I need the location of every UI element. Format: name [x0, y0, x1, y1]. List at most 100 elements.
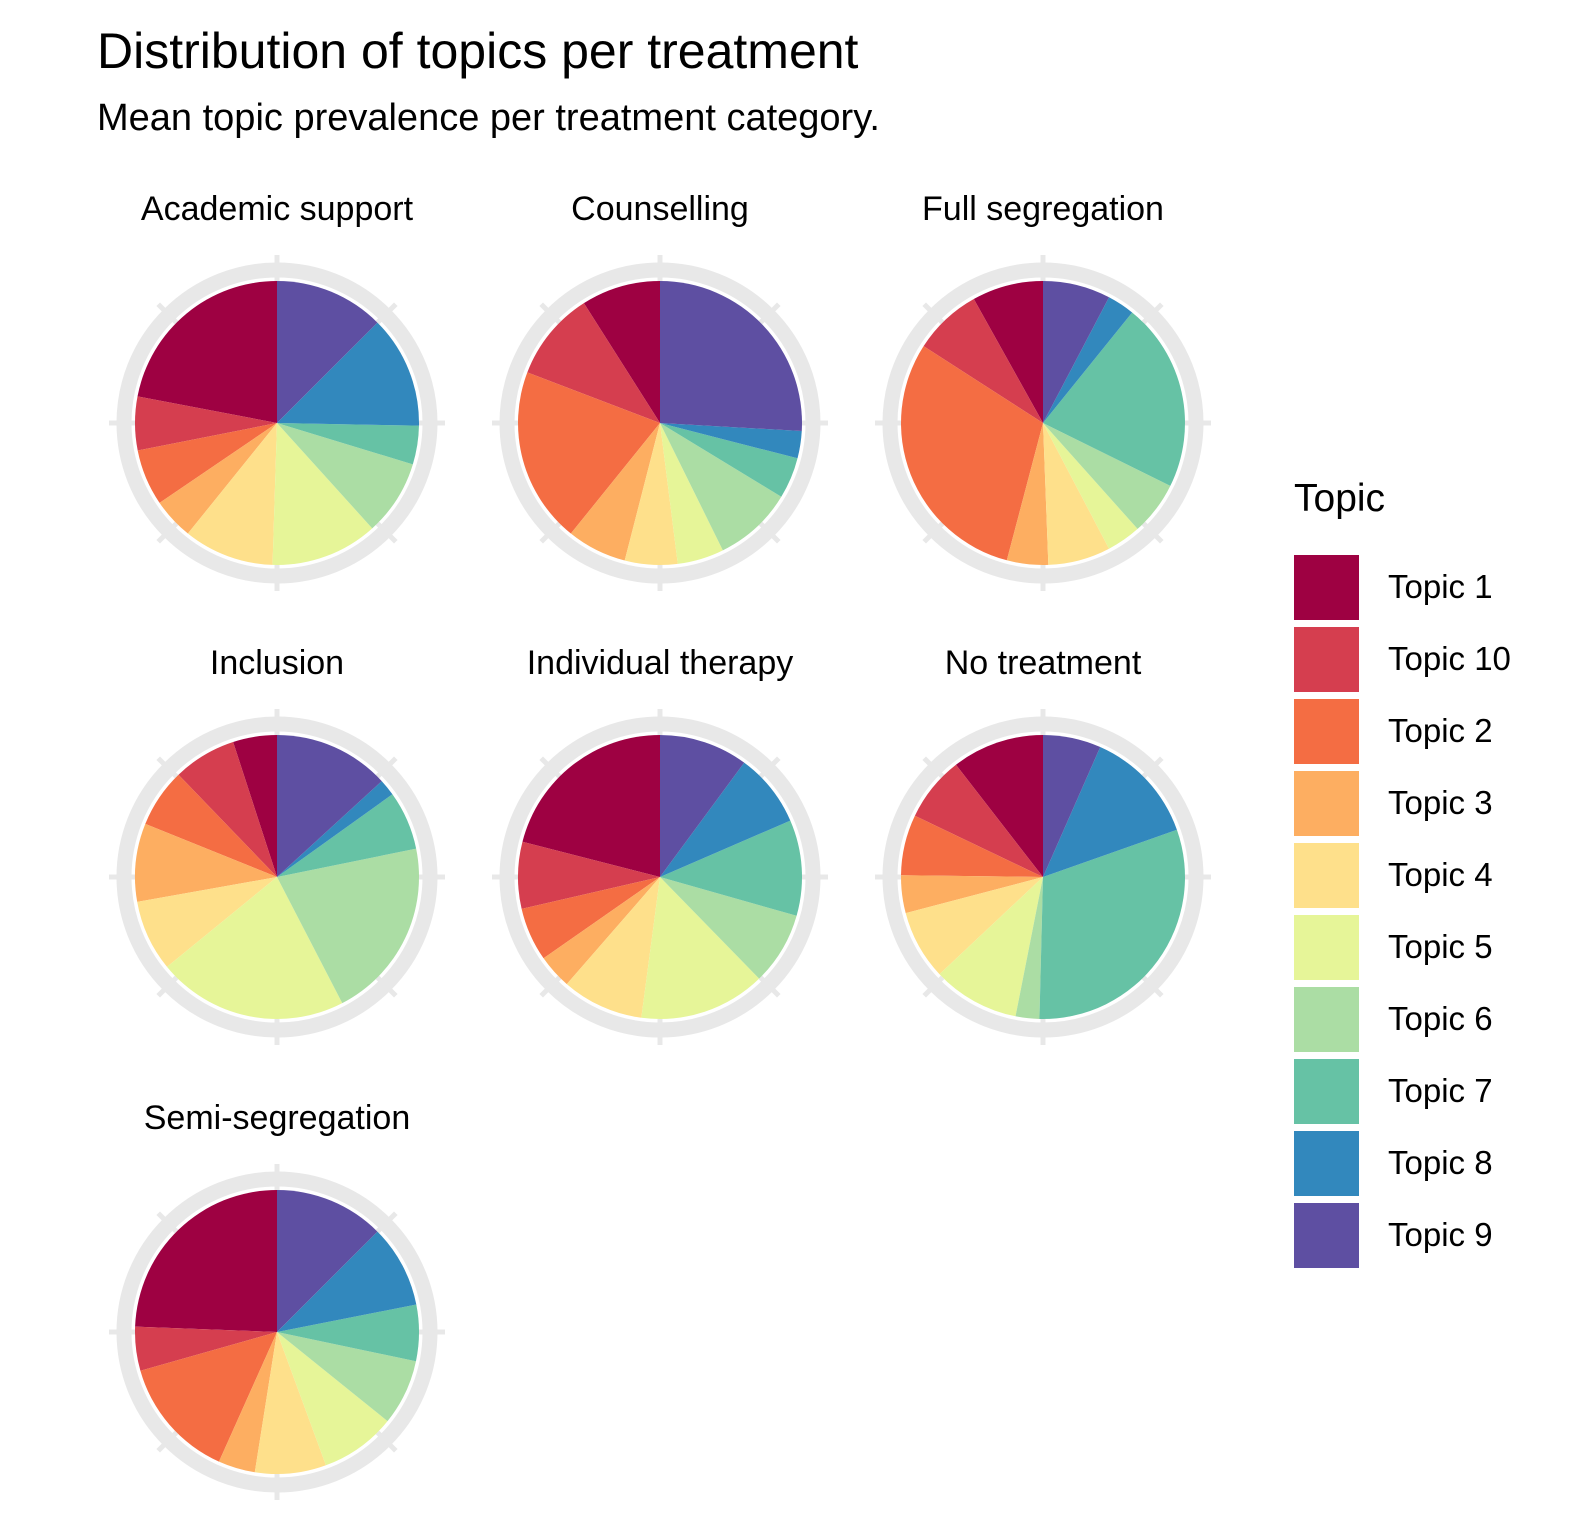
pie-slice-topic-8 — [1043, 747, 1177, 877]
plot-title: Distribution of topics per treatment — [97, 23, 859, 79]
facet-academic-support: Academic support — [87, 178, 467, 638]
pie-slice-topic-1 — [522, 735, 660, 877]
facet-title: Academic support — [140, 190, 414, 228]
pie-slice-topic-8 — [1043, 297, 1133, 423]
pie-slice-topic-10 — [134, 1326, 277, 1371]
pie-slice-topic-4 — [137, 877, 277, 967]
pie-slice-topic-9 — [277, 735, 382, 877]
legend-swatch-topic-1 — [1294, 554, 1359, 620]
legend-items: Topic 1 Topic 10 Topic 2 Topic 3 Topic 4 Topi… — [1294, 551, 1511, 1271]
pie-slice-topic-10 — [178, 741, 277, 877]
pie-slice-topic-9 — [1043, 735, 1101, 877]
facet-counselling: Counselling — [470, 178, 850, 638]
legend-swatch-topic-10 — [1294, 626, 1359, 692]
pie-slice-topic-5 — [272, 423, 373, 566]
facet-title: Counselling — [571, 190, 749, 228]
pie-slice-topic-5 — [641, 877, 760, 1020]
facet-no-treatment: No treatment — [853, 632, 1233, 1092]
pie-slice-topic-1 — [135, 1190, 277, 1332]
facet-title: Individual therapy — [526, 644, 794, 682]
pie-slice-topic-7 — [1039, 829, 1185, 1020]
legend-swatch-topic-3 — [1294, 770, 1359, 836]
polar-grid-ring — [116, 1171, 438, 1493]
pie-slice-topic-7 — [660, 423, 798, 497]
pie-slice-topic-6 — [277, 1332, 416, 1422]
facet-full-segregation: Full segregation — [853, 178, 1233, 638]
pie-slice-topic-2 — [521, 877, 660, 959]
pie-slice-topic-8 — [277, 322, 419, 426]
legend-item-topic-3: Topic 3 — [1294, 767, 1511, 839]
polar-grid-ring — [882, 716, 1204, 1038]
pie-slice-topic-3 — [159, 423, 277, 534]
pie-slice-topic-9 — [1043, 281, 1110, 423]
pie-chart-inclusion — [109, 709, 445, 1045]
pie-slice-topic-1 — [137, 281, 277, 423]
legend-label: Topic 2 — [1388, 712, 1493, 749]
pie-slice-topic-3 — [134, 823, 277, 902]
legend-label: Topic 7 — [1388, 1072, 1493, 1109]
polar-grid-ring — [499, 262, 821, 584]
legend-item-topic-5: Topic 5 — [1294, 911, 1511, 983]
pie-slice-topic-10 — [518, 841, 660, 909]
pie-slice-topic-10 — [135, 396, 277, 451]
legend-label: Topic 3 — [1388, 784, 1493, 821]
pie-slice-topic-8 — [660, 423, 802, 459]
legend-item-topic-7: Topic 7 — [1294, 1055, 1511, 1127]
pie-chart-semi-segregation — [109, 1164, 445, 1500]
pie-slice-topic-9 — [660, 281, 802, 432]
legend-label: Topic 6 — [1388, 1000, 1493, 1037]
pie-slice-topic-1 — [955, 735, 1043, 877]
pie-slice-topic-3 — [543, 877, 660, 985]
legend-swatch-topic-6 — [1294, 986, 1359, 1052]
pie-slice-topic-5 — [939, 877, 1043, 1017]
legend-item-topic-6: Topic 6 — [1294, 983, 1511, 1055]
legend-item-topic-10: Topic 10 — [1294, 623, 1511, 695]
facet-individual-therapy: Individual therapy — [470, 632, 850, 1092]
pie-slice-topic-6 — [1015, 877, 1043, 1019]
pie-chart-counselling — [492, 255, 828, 591]
polar-grid-ring — [116, 262, 438, 584]
pie-slice-topic-6 — [660, 423, 782, 551]
pie-slice-topic-4 — [905, 877, 1043, 975]
legend-title: Topic — [1294, 477, 1386, 520]
pie-slice-topic-6 — [277, 423, 413, 529]
pie-slice-topic-9 — [660, 735, 745, 877]
legend-swatch-topic-2 — [1294, 698, 1359, 764]
pie-slice-topic-9 — [277, 281, 378, 423]
pie-slice-topic-2 — [145, 774, 277, 877]
legend-swatch-topic-7 — [1294, 1058, 1359, 1124]
pie-slice-topic-3 — [1006, 423, 1049, 566]
legend-label: Topic 4 — [1388, 856, 1493, 893]
pie-slice-topic-7 — [277, 1304, 419, 1362]
pie-slice-topic-8 — [660, 762, 791, 877]
pie-slice-topic-9 — [277, 1190, 378, 1332]
legend-label: Topic 1 — [1388, 568, 1493, 605]
pie-slice-topic-2 — [518, 372, 660, 534]
pie-slice-topic-1 — [973, 281, 1043, 423]
legend-swatch-topic-5 — [1294, 914, 1359, 980]
pie-chart-individual-therapy — [492, 709, 828, 1045]
facet-title: Semi-segregation — [143, 1099, 411, 1137]
pie-slice-topic-3 — [218, 1332, 277, 1473]
facet-title: Full segregation — [922, 190, 1164, 228]
pie-chart-no-treatment — [875, 709, 1211, 1045]
pie-slice-topic-1 — [233, 735, 277, 877]
pie-slice-topic-4 — [187, 423, 277, 565]
legend-item-topic-9: Topic 9 — [1294, 1199, 1511, 1271]
pie-chart-academic-support — [109, 255, 445, 591]
pie-slice-topic-4 — [624, 423, 678, 566]
polar-grid-ring — [882, 262, 1204, 584]
plot-subtitle: Mean topic prevalence per treatment cate… — [97, 97, 880, 139]
facet-semi-segregation: Semi-segregation — [87, 1087, 467, 1532]
legend-item-topic-1: Topic 1 — [1294, 551, 1511, 623]
pie-slice-topic-3 — [570, 423, 660, 561]
pie-slice-topic-2 — [901, 815, 1043, 877]
legend-label: Topic 8 — [1388, 1144, 1493, 1181]
legend-label: Topic 9 — [1388, 1216, 1493, 1253]
pie-slice-topic-10 — [914, 764, 1043, 877]
pie-slice-topic-5 — [167, 877, 343, 1020]
legend-label: Topic 10 — [1388, 640, 1511, 677]
legend-item-topic-2: Topic 2 — [1294, 695, 1511, 767]
pie-slice-topic-2 — [137, 423, 277, 503]
